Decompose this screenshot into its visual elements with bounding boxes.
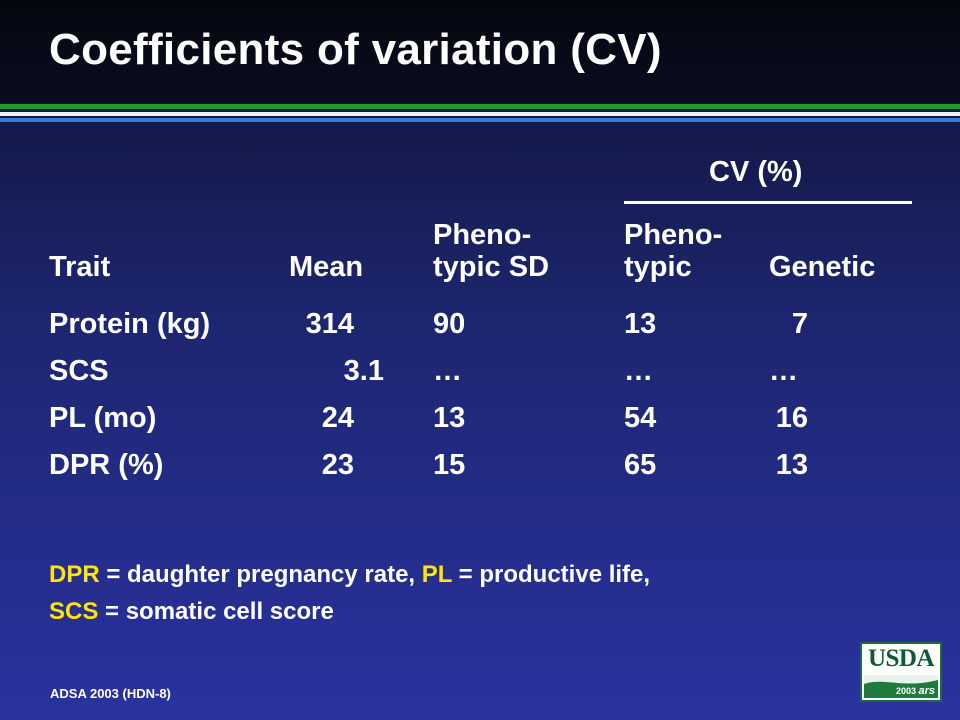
divider-white: [0, 112, 960, 116]
usda-logo-swoosh-icon: [864, 675, 938, 684]
title-band: Coefficients of variation (CV): [0, 0, 960, 104]
footnote-definition: = daughter pregnancy rate,: [99, 561, 422, 588]
usda-logo-band: 2003 ars: [864, 675, 938, 698]
cell-cv-pheno: 54: [624, 402, 657, 434]
footnote-abbr: PL: [421, 561, 452, 588]
cell-trait: Protein (kg): [49, 308, 211, 340]
header-trait: Trait: [49, 251, 111, 283]
footnote-abbr: DPR: [49, 561, 100, 588]
cell-trait: DPR (%): [49, 449, 164, 481]
header-pheno-sd-line2: typic SD: [433, 251, 550, 283]
cell-cv-genetic: …: [769, 355, 798, 387]
cell-cv-genetic: 16: [775, 402, 808, 434]
usda-logo-text: USDA: [867, 645, 935, 672]
footnote-abbr: SCS: [49, 598, 99, 625]
cell-cv-pheno: 65: [624, 449, 657, 481]
cell-pheno-sd: 13: [433, 402, 466, 434]
header-cv-genetic: Genetic: [769, 251, 876, 283]
cell-cv-genetic: 13: [775, 449, 808, 481]
cell-mean: 24: [321, 402, 354, 434]
header-cv-pheno-line1: Pheno-: [624, 219, 723, 251]
cell-mean: 23: [321, 449, 354, 481]
divider-blue: [0, 118, 960, 122]
cell-trait: PL (mo): [49, 402, 157, 434]
usda-logo: USDA 2003 ars: [860, 642, 942, 702]
cv-group-underline: [624, 201, 912, 204]
cv-group-header: CV (%): [709, 156, 803, 188]
slide-credit: ADSA 2003 (HDN-8): [50, 686, 171, 701]
header-pheno-sd-line1: Pheno-: [433, 219, 532, 251]
footnote-line-2: SCS = somatic cell score: [49, 598, 334, 626]
slide-title: Coefficients of variation (CV): [49, 25, 662, 74]
cell-mean: 3.1: [343, 355, 384, 387]
cell-cv-pheno: 13: [624, 308, 657, 340]
footnote-definition: = somatic cell score: [98, 598, 334, 625]
cell-trait: SCS: [49, 355, 109, 387]
cell-pheno-sd: 90: [433, 308, 466, 340]
divider-green: [0, 104, 960, 109]
cell-mean: 314: [305, 308, 354, 340]
cell-pheno-sd: …: [433, 355, 462, 387]
footnote-definition: = productive life,: [452, 561, 651, 588]
footnote-line-1: DPR = daughter pregnancy rate, PL = prod…: [49, 561, 650, 589]
header-cv-pheno-line2: typic: [624, 251, 692, 283]
usda-logo-year: 2003: [895, 686, 916, 696]
cell-cv-genetic: 7: [791, 308, 808, 340]
ars-logo-text: ars: [918, 685, 935, 697]
header-mean: Mean: [289, 251, 364, 283]
cell-cv-pheno: …: [624, 355, 653, 387]
cell-pheno-sd: 15: [433, 449, 466, 481]
